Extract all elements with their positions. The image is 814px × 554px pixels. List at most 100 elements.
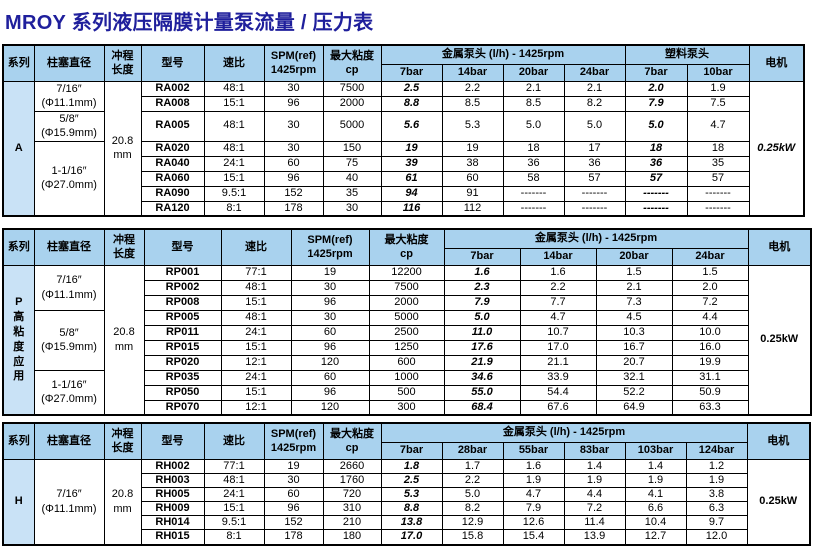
flow-cell: 19 (380, 140, 443, 157)
flow-cell: ------- (624, 185, 688, 202)
flow-cell: 38 (441, 155, 504, 172)
table-row: 5/8″ (Φ15.9mm) RA005 48:1 30 5000 5.6 5.3 5.0 5.0… (3, 110, 804, 142)
col-header-stroke: 冲程 长度 (103, 228, 145, 266)
flow-cell: 8.2 (441, 501, 504, 517)
col-header-bar: 24bar (671, 247, 749, 266)
viscosity-cell: 1250 (368, 339, 445, 356)
spm-cell: 30 (263, 80, 324, 97)
flow-cell: 10.3 (595, 324, 673, 341)
model-cell: RH003 (140, 472, 205, 488)
table-row: RH005 24:1 60 720 5.3 5.0 4.7 4.4 4.1 3.8 (3, 486, 810, 503)
flow-cell: 94 (380, 185, 443, 202)
col-header-diameter: 柱塞直径 (33, 422, 105, 460)
text-line: 冲程 (111, 49, 134, 62)
flow-cell: 20.7 (595, 354, 673, 371)
model-cell: RP005 (143, 309, 222, 326)
motor-cell: 0.25kW (746, 458, 811, 546)
spm-cell: 120 (290, 354, 370, 371)
spm-cell: 96 (290, 339, 370, 356)
flow-cell: 2.1 (595, 279, 673, 296)
header-row-1: 系列 柱塞直径 冲程 长度 型号 速比 SPM(ref) 1425rpm 最大粘度 cp 金属泵头 … (2, 228, 812, 266)
flow-cell: 61 (380, 170, 443, 187)
col-group-header-0: 金属泵头 (l/h) - 1425rpm (443, 228, 749, 249)
col-header-ratio: 速比 (203, 44, 265, 82)
model-cell: RH009 (140, 501, 205, 517)
text-line: 最大粘度 (330, 49, 374, 62)
flow-cell: 57 (563, 170, 626, 187)
diameter-cell: 7/16″ (Φ11.1mm) (33, 80, 105, 112)
col-header-viscosity: 最大粘度 cp (368, 228, 445, 266)
text-line: SPM(ref) (307, 233, 353, 246)
flow-cell: 50.9 (671, 384, 749, 401)
table-row: RP050 15:1 96 500 55.0 54.4 52.2 50.9 (3, 384, 811, 401)
text-line: 最大粘度 (330, 427, 374, 440)
col-header-ratio: 速比 (203, 422, 265, 460)
flow-cell: 63.3 (671, 399, 749, 416)
flow-cell: 1.9 (685, 472, 748, 488)
table-body: P 高粘度应用 7/16″ (Φ11.1mm) 20.8 mm RP001 77:1 19 122… (2, 264, 812, 416)
ratio-cell: 48:1 (203, 140, 265, 157)
flow-cell: 4.4 (563, 486, 626, 503)
flow-cell: 10.7 (519, 324, 597, 341)
viscosity-cell: 7500 (322, 80, 382, 97)
flow-cell: 18 (686, 140, 750, 157)
model-cell: RP035 (143, 369, 222, 386)
flow-cell: 54.4 (519, 384, 597, 401)
text-line: 最大粘度 (384, 233, 429, 246)
text-line: 20.8 (111, 134, 134, 147)
flow-cell: 57 (624, 170, 688, 187)
stroke-cell: 20.8 mm (103, 264, 145, 416)
viscosity-cell: 1760 (322, 472, 382, 488)
viscosity-cell: 2000 (368, 294, 445, 311)
flow-cell: 8.8 (380, 501, 443, 517)
flow-cell: 7.2 (671, 294, 749, 311)
flow-cell: 17.0 (519, 339, 597, 356)
diameter-cell: 7/16″ (Φ11.1mm) (33, 458, 105, 546)
table-row: A 7/16″ (Φ11.1mm) 20.8 mm RA002 48:1 30 7500 2.5 2… (2, 80, 805, 217)
text-line: mm (113, 149, 132, 162)
table-row: RH009 15:1 96 310 8.8 8.2 7.9 7.2 6.6 6.3 (3, 501, 810, 517)
flow-cell: 1.9 (502, 472, 565, 488)
ratio-cell: 9.5:1 (203, 515, 265, 531)
diameter-mm: (Φ11.1mm) (41, 502, 97, 515)
flow-cell: 7.2 (563, 501, 626, 517)
model-cell: RA002 (140, 80, 205, 97)
flow-cell: 5.3 (380, 486, 443, 503)
model-cell: RH005 (140, 486, 205, 503)
viscosity-cell: 150 (322, 140, 382, 157)
diameter-mm: (Φ27.0mm) (41, 393, 97, 406)
stroke-cell: 20.8 mm (103, 80, 142, 217)
viscosity-cell: 40 (322, 170, 382, 187)
flow-cell: 12.9 (441, 515, 504, 531)
flow-cell: 11.0 (443, 324, 521, 341)
flow-cell: ------- (624, 200, 688, 217)
flow-cell: 58 (502, 170, 565, 187)
flow-cell: ------- (563, 200, 626, 217)
diameter-size: 1-1/16″ (51, 164, 87, 177)
flow-cell: 2.2 (441, 80, 504, 97)
table-row: H 7/16″ (Φ11.1mm) 20.8 mm RH002 77:1 19 2660 1.8 1… (2, 458, 811, 546)
diameter-size: 7/16″ (56, 82, 82, 95)
spec-table-h: 系列 柱塞直径 冲程 长度 型号 速比 SPM(ref) 1425rpm 最大粘度 cp 金属泵头 … (2, 422, 811, 546)
model-cell: RA120 (140, 200, 205, 217)
text-line: 1425rpm (307, 248, 353, 261)
ratio-cell: 15:1 (203, 501, 265, 517)
ratio-cell: 15:1 (203, 170, 265, 187)
flow-cell: 7.9 (624, 95, 688, 112)
ratio-cell: 9.5:1 (203, 185, 265, 202)
flow-cell: 21.1 (519, 354, 597, 371)
text-line: mm (113, 502, 132, 515)
flow-cell: 4.7 (502, 486, 565, 503)
viscosity-cell: 12200 (368, 264, 445, 281)
series-cell: H (2, 458, 35, 546)
diameter-size: 5/8″ (59, 326, 79, 339)
flow-cell: 2.2 (441, 472, 504, 488)
flow-cell: 8.2 (563, 95, 626, 112)
spm-cell: 178 (263, 200, 324, 217)
flow-cell: 12.6 (502, 515, 565, 531)
ratio-cell: 15:1 (220, 294, 292, 311)
spm-cell: 178 (263, 529, 324, 546)
ratio-cell: 15:1 (220, 339, 292, 356)
flow-cell: 39 (380, 155, 443, 172)
